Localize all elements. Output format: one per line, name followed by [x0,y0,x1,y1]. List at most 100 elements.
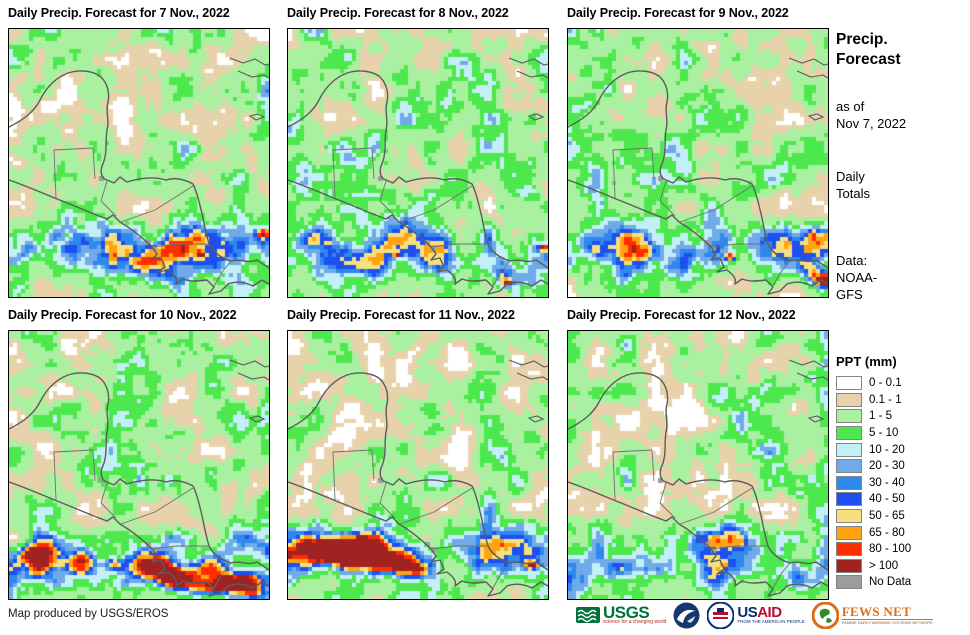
forecast-panel-12nov: Daily Precip. Forecast for 12 Nov., 2022 [567,308,829,600]
legend-item: > 100 [836,558,966,575]
as-of-block: as of Nov 7, 2022 [836,98,906,132]
legend-item: 0.1 - 1 [836,392,966,409]
legend-swatch [836,509,862,524]
coastline-overlay [288,359,548,597]
coastline-overlay [9,359,269,597]
legend-item: 20 - 30 [836,458,966,475]
figure-title-line2: Forecast [836,51,901,68]
coastline-overlay [288,57,548,295]
precip-map [567,330,829,600]
legend-label: No Data [869,576,912,589]
forecast-panel-7nov: Daily Precip. Forecast for 7 Nov., 2022 [8,6,270,298]
legend-swatch [836,409,862,424]
coastline-overlay [9,57,269,295]
usaid-wordmark: USAID [737,604,782,621]
totals-block: Daily Totals [836,168,870,202]
usgs-tagline: science for a changing world [603,619,667,625]
data-source-line3: GFS [836,287,863,302]
fewsnet-wordmark: FEWS NET [841,603,912,619]
precip-map [8,28,270,298]
precip-raster [568,29,828,297]
totals-line1: Daily [836,169,865,184]
data-source-block: Data: NOAA- GFS [836,252,877,303]
usgs-wordmark: USGS [603,603,650,622]
partner-logos: USGS science for a changing world USAID … [576,598,933,632]
legend-label: 1 - 5 [869,410,893,423]
data-source-label: Data: [836,253,868,268]
legend-label: 5 - 10 [869,427,899,440]
precip-map [567,28,829,298]
legend-label: 0.1 - 1 [869,393,902,406]
legend-item: 0 - 0.1 [836,375,966,392]
fewsnet-logo: FEWS NET FAMINE EARLY WARNING SYSTEMS NE… [811,601,933,629]
legend-swatch [836,426,862,441]
legend-item: 5 - 10 [836,425,966,442]
precip-raster [568,331,828,599]
legend-label: 20 - 30 [869,460,905,473]
data-source-line2: NOAA- [836,270,878,285]
panel-title: Daily Precip. Forecast for 12 Nov., 2022 [567,308,796,322]
panel-title: Daily Precip. Forecast for 8 Nov., 2022 [287,6,509,20]
legend-swatch [836,442,862,457]
panel-title: Daily Precip. Forecast for 7 Nov., 2022 [8,6,230,20]
usaid-seal-icon [707,601,735,629]
coastline-overlay [568,57,828,295]
legend-swatch [836,542,862,557]
legend-swatch [836,392,862,407]
legend-swatch [836,575,862,590]
usaid-logo: USAID FROM THE AMERICAN PEOPLE [707,601,805,629]
legend-item: 40 - 50 [836,491,966,508]
precip-raster [288,331,548,599]
precip-map [287,330,549,600]
legend-item: 1 - 5 [836,408,966,425]
forecast-panel-9nov: Daily Precip. Forecast for 9 Nov., 2022 [567,6,829,298]
forecast-panel-10nov: Daily Precip. Forecast for 10 Nov., 2022 [8,308,270,600]
legend-title: PPT (mm) [836,354,897,369]
panel-title: Daily Precip. Forecast for 11 Nov., 2022 [287,308,515,322]
precip-raster [9,331,269,599]
legend-swatch [836,558,862,573]
legend-item: 50 - 65 [836,508,966,525]
legend-item: 80 - 100 [836,541,966,558]
legend-swatch [836,459,862,474]
legend-item: 65 - 80 [836,524,966,541]
figure-title: Precip. Forecast [836,30,901,70]
legend-label: 10 - 20 [869,443,905,456]
legend-item: 30 - 40 [836,475,966,492]
legend-swatch [836,376,862,391]
legend-label: 40 - 50 [869,493,905,506]
legend-item: 10 - 20 [836,441,966,458]
panel-title: Daily Precip. Forecast for 10 Nov., 2022 [8,308,237,322]
legend-label: 30 - 40 [869,476,905,489]
legend-swatch [836,525,862,540]
legend-label: 80 - 100 [869,543,912,556]
precip-raster [9,29,269,297]
legend-label: > 100 [869,559,899,572]
precip-raster [288,29,548,297]
usgs-logo: USGS science for a changing world [576,603,667,625]
forecast-panel-11nov: Daily Precip. Forecast for 11 Nov., 2022 [287,308,549,600]
map-credit: Map produced by USGS/EROS [8,608,169,620]
usgs-wave-icon [576,607,600,623]
figure-title-line1: Precip. [836,31,888,48]
legend-label: 50 - 65 [869,510,905,523]
forecast-panel-8nov: Daily Precip. Forecast for 8 Nov., 2022 [287,6,549,298]
legend-label: 0 - 0.1 [869,377,902,390]
as-of-date: Nov 7, 2022 [836,116,907,131]
fewsnet-tagline: FAMINE EARLY WARNING SYSTEMS NETWORK [841,618,933,625]
legend-swatch [836,492,862,507]
ppt-legend: PPT (mm) 0 - 0.1 0.1 - 1 1 - 5 5 - 10 10… [836,354,966,591]
precip-map [8,330,270,600]
precip-map [287,28,549,298]
usaid-tagline: FROM THE AMERICAN PEOPLE [737,619,805,624]
coastline-overlay [568,359,828,597]
fewsnet-globe-icon [811,601,839,629]
panel-title: Daily Precip. Forecast for 9 Nov., 2022 [567,6,789,20]
legend-label: 65 - 80 [869,526,905,539]
noaa-logo-icon [673,602,700,628]
totals-line2: Totals [836,186,870,201]
legend-item: No Data [836,574,966,591]
legend-swatch [836,475,862,490]
as-of-label: as of [836,99,865,114]
